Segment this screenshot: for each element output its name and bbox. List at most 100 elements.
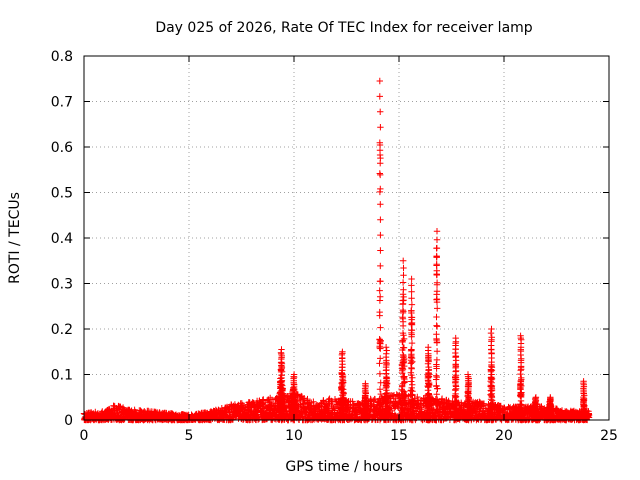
data-point [399, 337, 407, 344]
data-point [417, 401, 424, 408]
data-point [408, 288, 415, 295]
y-tick-label: 0.6 [51, 140, 73, 156]
data-point [383, 347, 390, 354]
data-point [408, 301, 416, 308]
data-point [376, 287, 383, 294]
data-point [433, 228, 441, 235]
data-point [408, 295, 415, 302]
data-point [488, 325, 495, 333]
data-point [304, 395, 311, 403]
data-point [434, 305, 441, 312]
data-point [408, 378, 415, 385]
x-tick-label: 5 [185, 428, 194, 444]
x-tick-label: 20 [495, 428, 513, 444]
y-tick-label: 0.2 [51, 322, 73, 338]
y-tick-label: 0.4 [51, 231, 73, 247]
data-point [377, 216, 384, 223]
data-point [400, 286, 407, 293]
data-point [433, 245, 440, 252]
y-axis: 0 0.1 0.2 0.3 0.4 0.5 0.6 0.7 0.8 [51, 49, 609, 429]
x-tick-label: 15 [390, 428, 408, 444]
data-point [409, 358, 416, 365]
data-point [377, 355, 384, 362]
data-point [376, 77, 383, 85]
data-point [414, 393, 421, 401]
data-point [400, 272, 407, 279]
data-point [362, 380, 369, 387]
data-point [376, 170, 383, 177]
x-axis: 0 5 10 15 20 25 [80, 56, 618, 444]
data-point [377, 108, 384, 115]
data-point [377, 185, 384, 193]
data-point [399, 322, 407, 330]
data-point [433, 253, 440, 261]
data-point [433, 391, 440, 398]
data-point [376, 308, 383, 316]
data-point [278, 346, 285, 353]
data-point [433, 262, 440, 269]
data-point [433, 313, 440, 321]
data-point [376, 370, 384, 377]
data-point [433, 382, 440, 389]
data-point [452, 353, 460, 360]
data-point [433, 322, 440, 329]
data-point [408, 275, 415, 283]
data-point [400, 257, 407, 264]
data-point [425, 344, 432, 351]
data-point [377, 247, 384, 254]
data-point [377, 324, 384, 331]
data-point [518, 336, 525, 343]
data-point [376, 360, 383, 367]
data-point [497, 402, 504, 410]
data-point [376, 386, 384, 393]
x-axis-label: GPS time / hours [285, 459, 402, 475]
grid-lines [84, 56, 609, 420]
data-points [80, 77, 593, 424]
data-point [408, 320, 415, 327]
data-point [399, 366, 407, 373]
data-point [382, 344, 390, 351]
data-point [376, 278, 384, 285]
data-point [408, 282, 415, 289]
data-point [400, 264, 407, 272]
data-point [452, 334, 459, 342]
data-point [433, 288, 441, 295]
data-point [518, 374, 525, 382]
data-point [433, 270, 440, 278]
data-point [400, 308, 407, 315]
data-point [424, 387, 432, 394]
data-point [408, 346, 415, 353]
data-point [339, 348, 346, 355]
x-tick-label: 25 [600, 428, 618, 444]
data-point [433, 236, 441, 243]
data-point [377, 231, 384, 239]
data-point [399, 301, 407, 308]
x-tick-label: 0 [80, 428, 89, 444]
data-point [399, 279, 407, 286]
data-point [267, 401, 274, 408]
data-point [433, 356, 441, 364]
data-point [320, 397, 327, 404]
data-point [408, 339, 416, 347]
plot-border [83, 55, 610, 421]
y-axis-label: ROTI / TECUs [7, 192, 23, 284]
data-point [377, 293, 384, 300]
data-point [377, 262, 384, 270]
data-point [278, 371, 285, 379]
y-tick-label: 0.3 [51, 277, 73, 293]
data-point [349, 398, 356, 405]
data-point [377, 201, 384, 208]
y-tick-label: 0.7 [51, 95, 73, 111]
chart-title: Day 025 of 2026, Rate Of TEC Index for r… [155, 20, 532, 36]
x-tick-label: 10 [285, 428, 303, 444]
data-point [325, 396, 332, 403]
data-point [408, 365, 415, 372]
y-tick-label: 0.5 [51, 186, 73, 202]
data-point [376, 93, 383, 100]
data-point [377, 124, 384, 131]
data-point [433, 348, 441, 355]
data-point [399, 315, 407, 322]
plot-frame [83, 55, 610, 421]
y-tick-label: 0.8 [51, 49, 73, 65]
